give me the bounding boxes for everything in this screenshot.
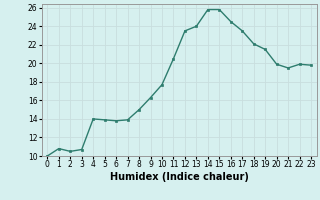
- X-axis label: Humidex (Indice chaleur): Humidex (Indice chaleur): [110, 172, 249, 182]
